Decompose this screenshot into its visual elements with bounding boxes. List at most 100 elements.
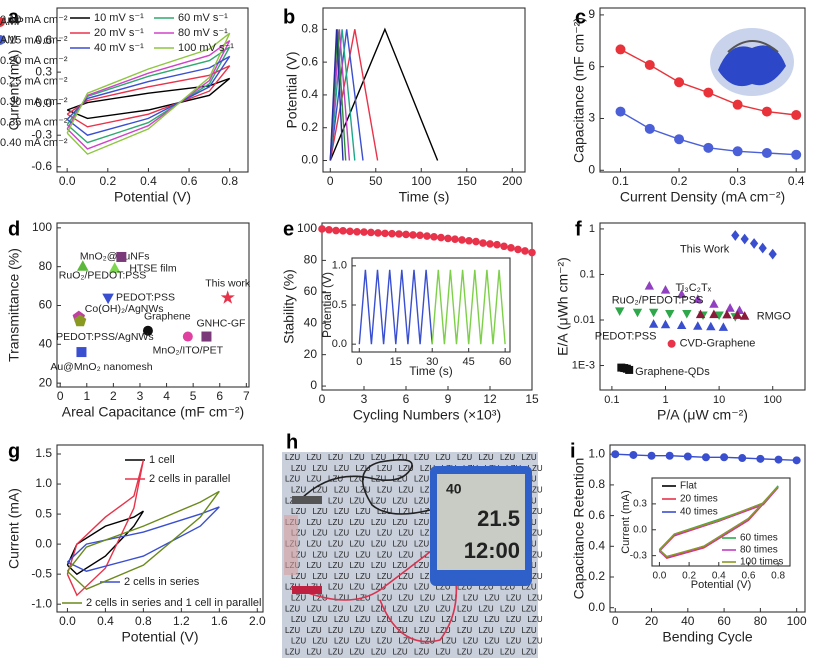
y-tick-label: 0.5 — [35, 506, 52, 520]
data-point — [611, 450, 620, 459]
x-tick-label: 0.0 — [59, 174, 76, 188]
series-line — [431, 269, 506, 345]
data-point — [667, 339, 676, 348]
photo-pattern-text: LZU — [463, 637, 478, 646]
photo-pattern-text: LZU — [399, 464, 414, 473]
photo-pattern-text: LZU — [291, 550, 306, 559]
data-point — [76, 347, 87, 358]
photo-pattern-text: LZU — [334, 529, 349, 538]
y-tick-label: 0.5 — [332, 299, 347, 311]
photo-pattern-text: LZU — [307, 648, 322, 657]
x-axis-label: Current Density (mA cm⁻²) — [620, 189, 785, 205]
data-point — [706, 321, 716, 331]
data-point — [693, 321, 703, 330]
data-point — [388, 229, 396, 238]
data-point — [648, 319, 659, 328]
photo-pattern-text: LZU — [414, 540, 429, 549]
series-line — [66, 490, 220, 591]
plot-frame — [321, 222, 533, 391]
photo-pattern-text: LZU — [285, 648, 300, 657]
photo-pattern-text: LZU — [500, 626, 515, 635]
legend-label: 2 cells in series and 1 cell in parallel — [86, 597, 261, 609]
x-tick-label: 7 — [243, 389, 250, 403]
photo-pattern-text: LZU — [420, 464, 435, 473]
photo-pattern-text: LZU — [291, 507, 306, 516]
x-tick-label: 4 — [163, 389, 170, 403]
data-point — [458, 236, 466, 244]
x-tick-label: 0.4 — [712, 571, 726, 582]
legend-label: 0.15 mA cm⁻² — [0, 34, 68, 46]
data-point — [528, 248, 536, 257]
x-tick-label: 0.2 — [671, 174, 688, 188]
photo-pattern-text: LZU — [522, 626, 537, 635]
photo-pattern-text: LZU — [285, 453, 300, 462]
x-tick-label: 60 — [499, 356, 511, 368]
photo-pattern-text: LZU — [463, 594, 478, 603]
photo-pattern-text: LZU — [393, 583, 408, 592]
photo-pattern-text: LZU — [334, 507, 349, 516]
x-tick-label: 6 — [216, 389, 223, 403]
plot-frame — [322, 7, 526, 173]
x-axis-label: Potential (V) — [691, 579, 752, 591]
data-point — [353, 227, 361, 236]
x-tick-label: 15 — [525, 392, 539, 406]
photo-pattern-text: LZU — [436, 604, 451, 613]
photo-pattern-text: LZU — [356, 529, 371, 538]
photo-pattern-text: LZU — [528, 572, 543, 581]
data-point — [479, 239, 487, 247]
data-point — [625, 365, 634, 374]
data-point — [116, 251, 127, 262]
photo-pattern-text: LZU — [414, 604, 429, 613]
y-tick-label: 0.0 — [588, 600, 605, 614]
x-axis-label: P/A (μW cm⁻²) — [657, 407, 748, 423]
photo-pattern-text: LZU — [313, 464, 328, 473]
photo-pattern-text: LZU — [334, 550, 349, 559]
series-line — [66, 510, 144, 576]
x-tick-label: 0.1 — [612, 174, 629, 188]
x-tick-label: 60 — [717, 614, 731, 628]
photo-pattern-text: LZU — [393, 604, 408, 613]
data-point — [201, 331, 212, 342]
photo-pattern-text: LZU — [420, 486, 435, 495]
y-axis-label: Stability (%) — [281, 269, 297, 344]
photo-pattern-text: LZU — [414, 561, 429, 570]
x-tick-label: 0.6 — [181, 174, 198, 188]
photo-pattern-text: LZU — [420, 572, 435, 581]
photo-pattern-text: LZU — [442, 637, 457, 646]
photo-pattern-text: LZU — [393, 540, 408, 549]
photo-pattern-text: LZU — [328, 540, 343, 549]
y-tick-label: 60 — [39, 298, 53, 312]
photo-pattern-text: LZU — [313, 594, 328, 603]
photo-pattern-text: LZU — [377, 529, 392, 538]
photo-pattern-text: LZU — [436, 453, 451, 462]
photo-pattern-text: LZU — [420, 615, 435, 624]
data-point — [647, 451, 656, 460]
photo-pattern-text: LZU — [350, 453, 365, 462]
photo-pattern-text: LZU — [291, 615, 306, 624]
data-point — [740, 233, 749, 245]
data-point — [521, 247, 529, 255]
y-axis-label: Capacitance Retention — [571, 458, 587, 600]
legend-label: 0.10 mA cm⁻² — [0, 14, 68, 26]
photo-pattern-text: LZU — [479, 583, 494, 592]
photo-pattern-text: LZU — [420, 529, 435, 538]
x-tick-label: 1.6 — [211, 614, 228, 628]
point-label: RuO₂/PEDOT:PSS — [59, 269, 147, 281]
data-point — [718, 322, 729, 331]
photo-pattern-text: LZU — [356, 550, 371, 559]
photo-pattern-text: LZU — [307, 626, 322, 635]
data-point — [108, 262, 121, 273]
photo-pattern-text: LZU — [313, 637, 328, 646]
plot-frame — [599, 7, 806, 173]
data-point — [102, 293, 114, 305]
data-point — [437, 233, 445, 242]
x-tick-label: 200 — [502, 174, 522, 188]
legend-label: 20 mV s⁻¹ — [94, 27, 144, 39]
photo-pattern-text: LZU — [393, 648, 408, 657]
photo-pattern-text: LZU — [328, 561, 343, 570]
data-point — [486, 240, 494, 248]
data-point — [665, 451, 674, 460]
y-tick-label: 0 — [310, 378, 317, 392]
photo-pattern-text: LZU — [485, 615, 500, 624]
